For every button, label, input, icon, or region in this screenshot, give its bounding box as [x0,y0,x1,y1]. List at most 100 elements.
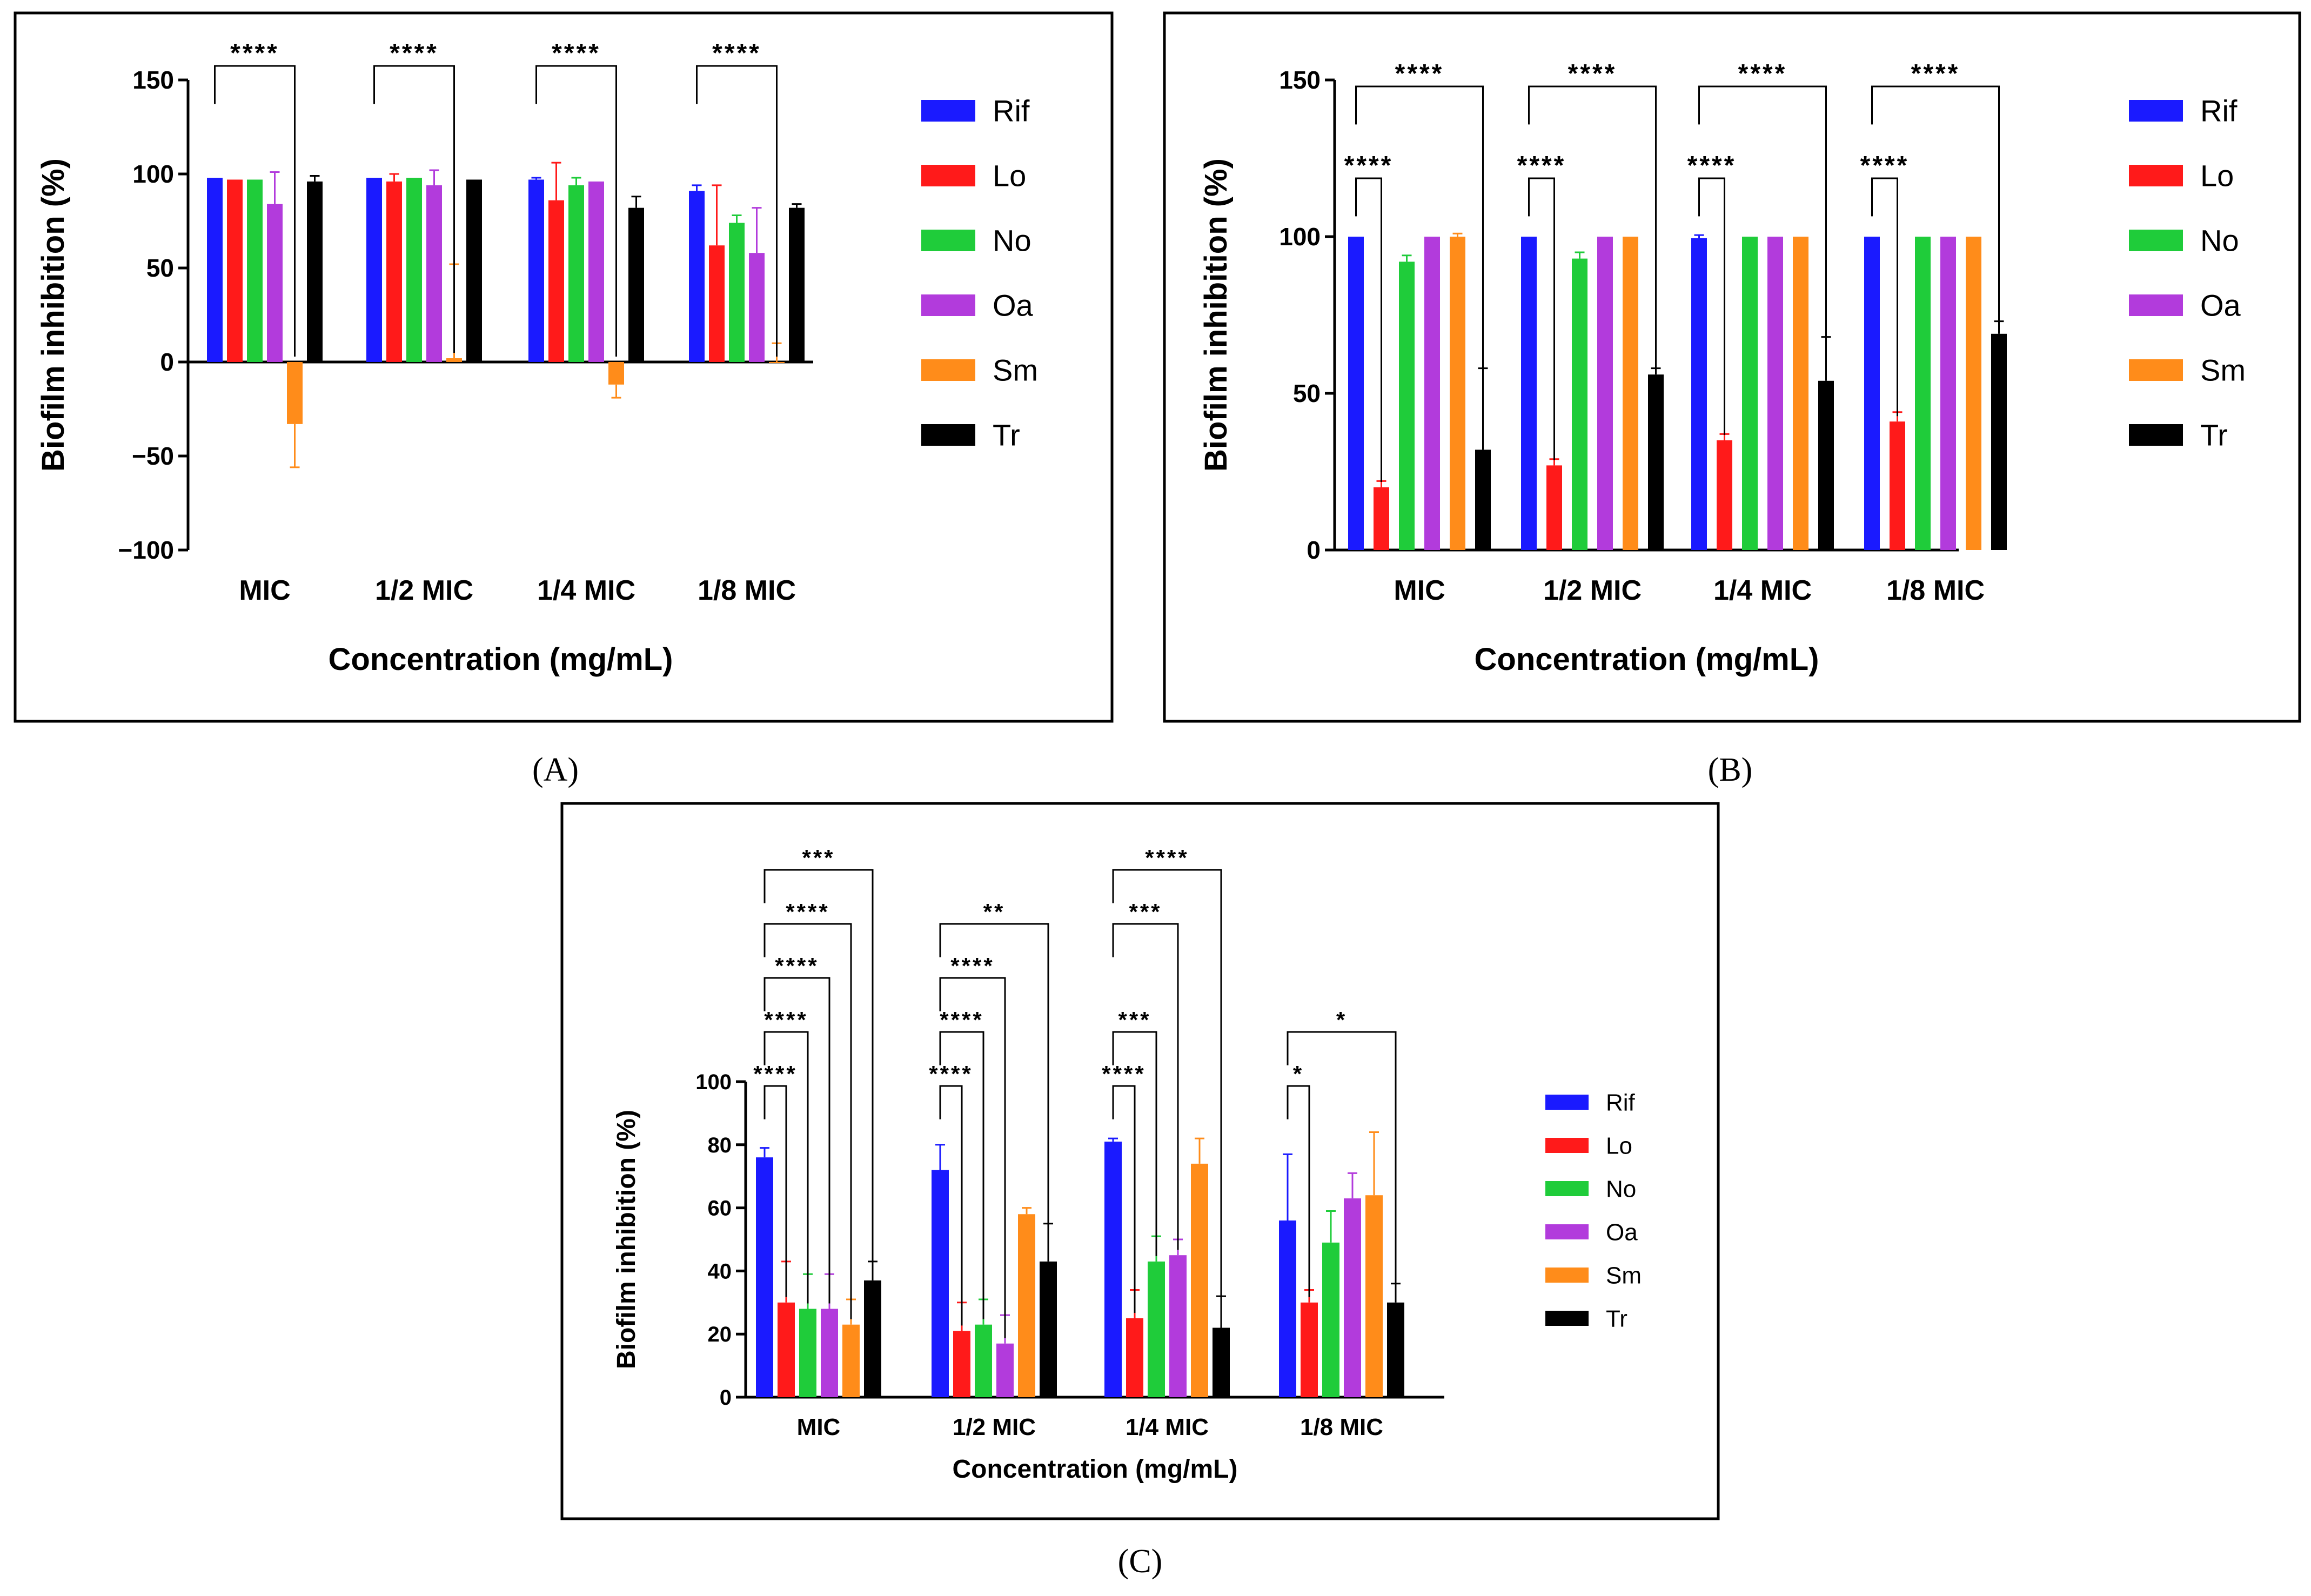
bar-no-1 [406,177,422,362]
x-tick-label: MIC [1394,575,1445,606]
significance-label: * [1293,1061,1304,1087]
bar-oa-1 [1597,237,1613,550]
x-tick-label: 1/8 MIC [1300,1414,1383,1440]
bar-rif-3 [1864,237,1880,550]
bar-no-0 [247,179,263,362]
bar-no-2 [568,185,584,362]
significance-label: **** [950,953,994,978]
y-tick-label: 150 [132,66,174,94]
legend-swatch-oa [2129,294,2183,316]
legend-label-sm: Sm [2200,353,2246,387]
y-tick-label: 50 [1293,379,1321,407]
x-tick-label: 1/8 MIC [698,575,796,606]
bar-lo-2 [548,200,564,362]
x-axis-title: Concentration (mg/mL) [1475,642,1819,677]
x-tick-label: 1/2 MIC [953,1414,1036,1440]
legend-swatch-oa [1545,1224,1589,1239]
bar-oa-3 [749,253,765,362]
chart-panel-b: 150 100 50 0 Biofilm inhibition (%) Concentra… [1163,11,2301,788]
bar-lo-0 [1374,487,1389,550]
x-tick-label: 1/2 MIC [1543,575,1642,606]
significance-label: **** [940,1007,983,1032]
bar-lo-3 [1301,1302,1318,1397]
bar-lo-0 [227,179,243,362]
bar-tr-3 [789,207,805,362]
bar-oa-2 [588,181,604,362]
bar-tr-1 [466,179,482,362]
bar-lo-2 [1126,1318,1143,1397]
legend-label-no: No [1606,1176,1636,1202]
bar-rif-1 [932,1170,949,1397]
legend-swatch-lo [921,165,975,186]
significance-label: *** [802,845,835,870]
significance-label: **** [1911,59,1960,88]
significance-bracket [1112,869,1222,1323]
legend-swatch-sm [1545,1268,1589,1283]
legend-swatch-tr [921,424,975,446]
significance-label: **** [712,39,761,68]
y-tick-label: 100 [1279,223,1321,251]
significance-label: **** [1568,59,1617,88]
y-tick-label: 40 [708,1259,732,1283]
bar-no-3 [729,223,745,362]
bar-tr-2 [1213,1327,1230,1397]
bar-oa-0 [267,204,283,362]
bar-lo-2 [1717,440,1732,550]
bar-no-3 [1915,237,1931,550]
legend-swatch-rif [1545,1095,1589,1110]
bar-oa-3 [1344,1198,1361,1397]
significance-bracket [1287,1085,1310,1297]
bar-sm-1 [446,358,462,362]
significance-bracket [939,1085,963,1326]
panel-label: (B) [1708,752,1753,788]
legend-swatch-tr [2129,424,2183,446]
bar-lo-3 [1890,421,1905,550]
bar-tr-0 [864,1280,881,1397]
bar-rif-2 [1691,238,1707,550]
significance-label: **** [753,1061,797,1087]
x-tick-label: 1/4 MIC [1713,575,1812,606]
legend-label-lo: Lo [1606,1132,1632,1159]
bar-sm-2 [1191,1163,1208,1397]
bar-oa-0 [1424,237,1440,550]
legend-swatch-no [2129,230,2183,251]
bar-rif-2 [528,179,544,362]
bar-sm-1 [1623,237,1638,550]
bar-sm-0 [287,362,303,424]
legend-swatch-lo [2129,165,2183,186]
significance-label: **** [230,39,279,68]
significance-bracket [214,65,296,357]
legend-label-tr: Tr [2200,418,2228,452]
legend-label-oa: Oa [1606,1219,1638,1245]
significance-label: **** [1395,59,1444,88]
y-tick-label: 20 [708,1323,732,1346]
bar-lo-3 [709,245,725,362]
significance-bracket [373,65,455,353]
significance-label: **** [764,1007,808,1032]
significance-label: **** [775,953,819,978]
significance-bracket [1112,923,1179,1250]
significance-bracket [763,1031,809,1304]
x-tick-label: MIC [239,575,290,606]
significance-label: **** [929,1061,973,1087]
bar-no-1 [975,1324,992,1397]
bar-lo-0 [778,1302,795,1397]
significance-label: **** [1738,59,1787,88]
chart-panel-c: 100 80 60 40 20 0 Biofilm inhibition (%) Concen… [560,802,1720,1580]
x-tick-label: MIC [797,1414,841,1440]
significance-bracket [763,923,852,1319]
significance-bracket [1355,177,1382,482]
y-tick-label: 100 [695,1070,732,1094]
bar-oa-0 [821,1309,838,1397]
legend-label-tr: Tr [993,418,1020,452]
bar-no-2 [1148,1261,1165,1397]
bar-oa-1 [426,185,442,362]
bar-sm-0 [1450,237,1465,550]
bar-tr-1 [1040,1261,1057,1397]
significance-label: **** [786,899,829,924]
x-tick-label: 1/8 MIC [1886,575,1985,606]
significance-label: **** [1145,845,1189,870]
y-axis-title: Biofilm inhibition (%) [36,158,71,472]
legend-swatch-no [921,230,975,251]
